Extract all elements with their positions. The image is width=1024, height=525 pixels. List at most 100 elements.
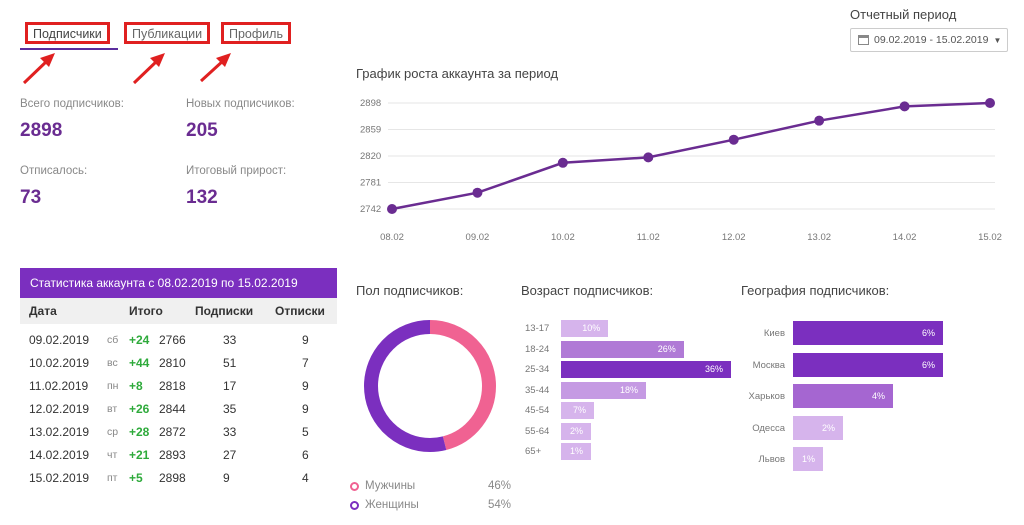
row-total: 2818 bbox=[159, 379, 186, 393]
y-tick-label: 2898 bbox=[360, 98, 381, 109]
growth-chart-title: График роста аккаунта за период bbox=[356, 66, 559, 81]
y-tick-label: 2781 bbox=[360, 178, 381, 189]
row-subs: 35 bbox=[223, 402, 237, 416]
row-delta: +8 bbox=[129, 379, 143, 393]
x-tick-label: 09.02 bbox=[466, 232, 490, 243]
data-point[interactable] bbox=[985, 98, 995, 108]
row-subs: 17 bbox=[223, 379, 237, 393]
geo-label: Киев bbox=[763, 328, 785, 339]
row-subs: 33 bbox=[223, 425, 237, 439]
row-day: сб bbox=[107, 334, 119, 346]
col-unsubs: Отписки bbox=[275, 304, 325, 318]
total-subscribers-label: Всего подписчиков: bbox=[20, 98, 124, 110]
row-total: 2766 bbox=[159, 333, 186, 347]
row-date: 15.02.2019 bbox=[29, 471, 90, 485]
data-point[interactable] bbox=[814, 115, 825, 126]
age-label: 13-17 bbox=[525, 323, 550, 334]
x-tick-label: 14.02 bbox=[893, 232, 917, 243]
row-day: вт bbox=[107, 403, 118, 415]
report-period-value: 09.02.2019 - 15.02.2019 bbox=[874, 34, 989, 46]
row-unsubs: 9 bbox=[302, 402, 309, 416]
row-total: 2810 bbox=[159, 356, 186, 370]
total-growth-value: 132 bbox=[186, 187, 218, 208]
age-bar: 18% bbox=[561, 381, 646, 399]
geo-label: Москва bbox=[752, 359, 785, 371]
row-total: 2844 bbox=[159, 402, 186, 416]
row-day: вс bbox=[107, 357, 118, 369]
row-delta: +5 bbox=[129, 471, 143, 485]
col-date: Дата bbox=[29, 304, 57, 318]
row-delta: +44 bbox=[129, 356, 150, 370]
age-label: 35-44 bbox=[525, 384, 550, 396]
table-row: 11.02.2019 пн +8 2818 17 9 bbox=[20, 373, 337, 396]
row-delta: +24 bbox=[129, 333, 150, 347]
total-subscribers-value: 2898 bbox=[20, 120, 63, 141]
row-day: пн bbox=[107, 380, 119, 392]
table-row: 10.02.2019 вс +44 2810 51 7 bbox=[20, 350, 337, 373]
row-unsubs: 9 bbox=[302, 379, 309, 393]
calendar-icon bbox=[858, 35, 869, 45]
geo-bar: 6% bbox=[793, 321, 943, 345]
age-label: 55-64 bbox=[525, 425, 550, 437]
report-period-title: Отчетный период bbox=[850, 7, 957, 22]
tab-subscribers[interactable]: Подписчики bbox=[25, 22, 110, 44]
row-delta: +28 bbox=[129, 425, 150, 439]
total-growth-label: Итоговый прирост: bbox=[186, 165, 287, 177]
x-tick-label: 10.02 bbox=[551, 232, 575, 243]
unsubscribed-value: 73 bbox=[20, 187, 42, 208]
gender-donut-chart bbox=[364, 320, 496, 452]
row-delta: +21 bbox=[129, 448, 150, 462]
age-label: 18-24 bbox=[525, 343, 550, 355]
report-period-dropdown[interactable]: 09.02.2019 - 15.02.2019 ▼ bbox=[850, 28, 1008, 52]
data-point[interactable] bbox=[728, 134, 739, 145]
data-point[interactable] bbox=[643, 152, 654, 163]
age-title: Возраст подписчиков: bbox=[521, 283, 654, 298]
row-unsubs: 6 bbox=[302, 448, 309, 462]
age-bar: 10% bbox=[561, 320, 609, 337]
tab-publications[interactable]: Публикации bbox=[124, 22, 211, 44]
row-unsubs: 7 bbox=[302, 356, 309, 370]
age-bar: 36% bbox=[561, 361, 731, 378]
row-date: 14.02.2019 bbox=[29, 448, 90, 462]
x-tick-label: 12.02 bbox=[722, 232, 746, 243]
legend-male: Мужчины bbox=[350, 480, 415, 492]
row-unsubs: 9 bbox=[302, 333, 309, 347]
geo-bar: 2% bbox=[793, 415, 843, 440]
data-point[interactable] bbox=[387, 204, 397, 214]
row-day: чт bbox=[107, 449, 118, 461]
male-dot-icon bbox=[350, 481, 359, 491]
row-date: 09.02.2019 bbox=[29, 333, 90, 347]
donut-slice-female bbox=[364, 320, 496, 452]
row-date: 12.02.2019 bbox=[29, 402, 90, 416]
table-title: Статистика аккаунта с 08.02.2019 по 15.0… bbox=[20, 268, 337, 298]
age-bar: 1% bbox=[561, 443, 591, 460]
geo-label: Львов bbox=[758, 454, 785, 465]
age-label: 25-34 bbox=[525, 364, 550, 375]
row-total: 2872 bbox=[159, 425, 186, 439]
y-tick-label: 2742 bbox=[360, 204, 381, 215]
annotation-arrows bbox=[22, 53, 231, 85]
table-row: 12.02.2019 вт +26 2844 35 9 bbox=[20, 396, 337, 419]
y-tick-label: 2820 bbox=[360, 151, 381, 162]
x-tick-label: 11.02 bbox=[637, 232, 660, 243]
growth-line-chart: 2898 2859 2820 2781 2742 08.02 09.02 10.02 11.02… bbox=[360, 98, 1002, 243]
series-line bbox=[391, 101, 991, 211]
geo-label: Одесса bbox=[752, 422, 785, 434]
row-date: 11.02.2019 bbox=[29, 379, 89, 393]
table-row: 09.02.2019 сб +24 2766 33 9 bbox=[20, 327, 337, 350]
row-unsubs: 5 bbox=[302, 425, 309, 439]
account-stats-table: Статистика аккаунта с 08.02.2019 по 15.0… bbox=[20, 268, 337, 488]
data-point[interactable] bbox=[899, 101, 910, 112]
row-total: 2898 bbox=[159, 471, 186, 485]
legend-female-pct: 54% bbox=[488, 499, 512, 511]
tab-profile[interactable]: Профиль bbox=[221, 22, 291, 44]
row-subs: 33 bbox=[223, 333, 237, 347]
data-point[interactable] bbox=[472, 187, 483, 198]
row-day: пт bbox=[107, 472, 118, 484]
age-label: 45-54 bbox=[525, 405, 550, 416]
geo-label: Харьков bbox=[748, 391, 785, 402]
data-point[interactable] bbox=[557, 157, 568, 168]
legend-female-label: Женщины bbox=[365, 499, 419, 511]
x-tick-label: 13.02 bbox=[807, 232, 831, 243]
active-tab-indicator bbox=[20, 48, 118, 50]
